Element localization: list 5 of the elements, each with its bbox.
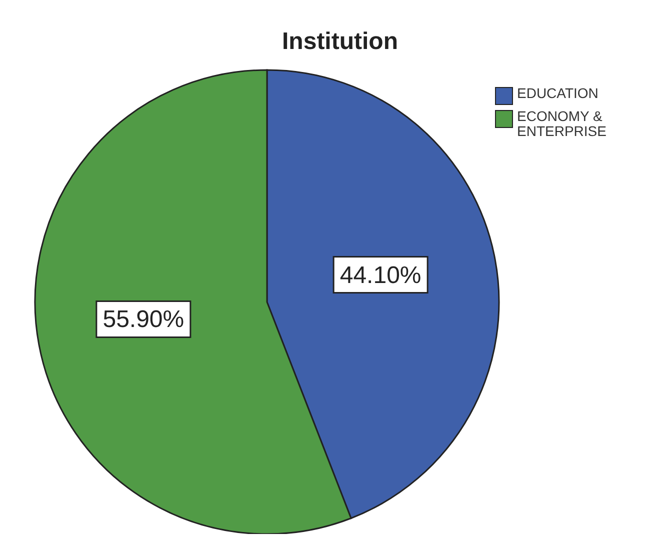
data-label: 44.10% [340,262,422,289]
chart-title: Institution [281,28,399,56]
legend-label: ECONOMY & ENTERPRISE [517,108,608,139]
legend-label: EDUCATION [517,85,600,101]
data-label: 55.90% [102,306,184,334]
